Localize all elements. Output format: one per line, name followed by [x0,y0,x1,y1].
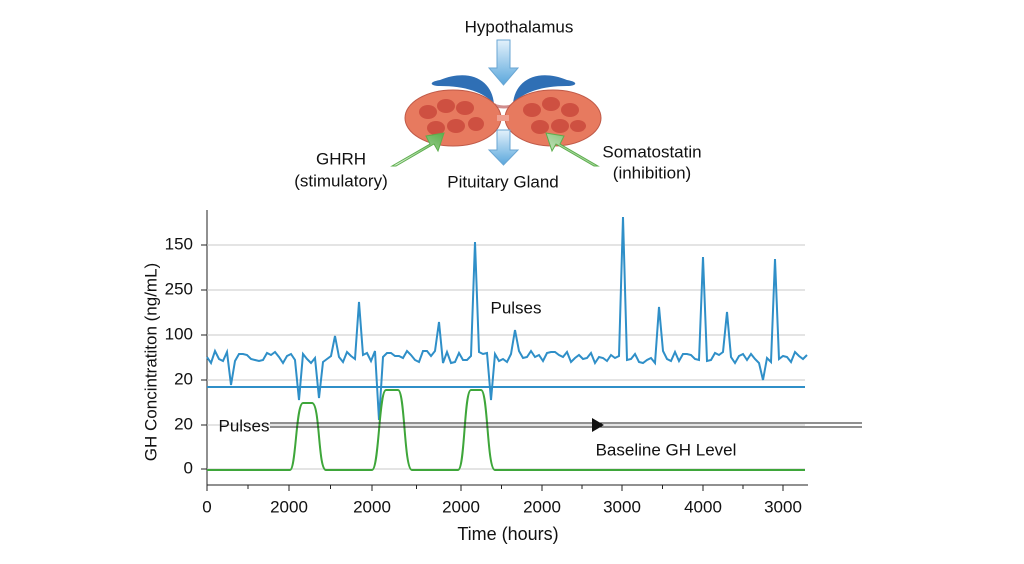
annotation-arrow [592,418,604,432]
right-label: (inhibition) [613,163,691,182]
y-tick-label: 250 [165,279,193,298]
top-label: Hypothalamus [465,17,574,36]
x-tick-label: 2000 [442,497,480,516]
left-label: GHRH [316,149,366,168]
y-tick-label: 20 [174,414,193,433]
annotation: Pulses [218,416,269,435]
bottom-label: Pituitary Gland [447,172,559,191]
x-tick-label: 2000 [523,497,561,516]
x-tick-label: 4000 [684,497,722,516]
y-tick-label: 150 [165,234,193,253]
y-tick-label: 100 [165,324,193,343]
x-tick-label: 2000 [353,497,391,516]
x-tick-label: 3000 [603,497,641,516]
annotation: Pulses [490,298,541,317]
right-label: Somatostatin [602,142,701,161]
gland-illustration [390,39,602,167]
y-axis-title: GH Concintratiton (ng/mL) [141,263,160,461]
y-tick-label: 20 [174,369,193,388]
x-tick-label: 3000 [764,497,802,516]
y-tick-label: 0 [184,458,193,477]
x-axis-title: Time (hours) [457,524,558,544]
pulse-curve [206,216,808,421]
annotation: Baseline GH Level [596,440,737,459]
secretion-curve [207,389,805,471]
left-label: (stimulatory) [294,171,388,190]
x-tick-label: 2000 [270,497,308,516]
x-tick-label: 0 [202,497,211,516]
